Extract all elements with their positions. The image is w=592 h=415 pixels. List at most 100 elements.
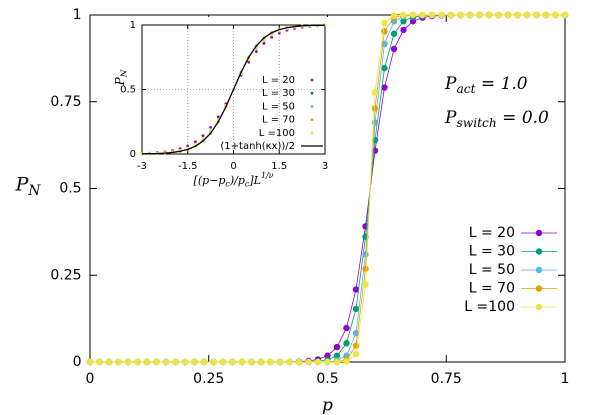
data-point — [362, 281, 369, 288]
plot-border — [141, 24, 326, 155]
data-point — [191, 358, 198, 366]
data-point — [447, 11, 455, 19]
y-tick-label: 0 — [73, 354, 82, 370]
data-point — [193, 140, 197, 144]
data-point — [343, 358, 350, 365]
legend-swatch — [535, 229, 543, 237]
data-point — [457, 11, 464, 19]
data-point — [115, 358, 122, 366]
x-tick-label: 0.5 — [316, 371, 338, 387]
data-point — [209, 126, 213, 129]
label-part: switch — [456, 116, 496, 130]
data-point — [247, 60, 251, 64]
data-point — [352, 286, 360, 293]
x-tick-label: 1.5 — [271, 161, 287, 172]
data-point — [428, 11, 436, 19]
data-point — [400, 11, 407, 19]
data-point — [124, 358, 132, 366]
data-point — [286, 358, 293, 366]
data-point — [523, 11, 531, 19]
data-point — [419, 11, 426, 19]
legend-swatch — [310, 91, 314, 95]
data-point — [352, 342, 360, 349]
data-point — [371, 89, 379, 96]
data-point — [143, 358, 151, 366]
data-point — [352, 350, 360, 358]
legend-swatch — [310, 105, 314, 108]
data-point — [409, 11, 417, 19]
label-part: c — [245, 179, 250, 188]
x-tick-label: -3 — [137, 161, 147, 172]
data-point — [229, 358, 236, 366]
y-tick-label: 0.5 — [59, 181, 81, 197]
x-tick-label: 3 — [322, 161, 328, 172]
legend-label: L = 30 — [469, 244, 515, 260]
label-part: P — [444, 108, 457, 128]
annotation: Pswitch = 0.0 — [444, 108, 549, 130]
data-point — [219, 358, 227, 366]
data-point — [134, 358, 141, 366]
data-point — [504, 11, 512, 19]
data-point — [248, 358, 255, 366]
data-point — [96, 358, 103, 366]
label-part: P — [444, 74, 457, 94]
data-point — [333, 343, 341, 351]
data-point — [210, 358, 217, 366]
legend-label: L = 30 — [262, 88, 295, 99]
x-tick-label: 0 — [230, 161, 236, 172]
data-point — [270, 35, 274, 39]
label-part: = 1.0 — [476, 74, 528, 94]
data-point — [371, 105, 379, 112]
data-point — [254, 50, 258, 53]
y-tick-label: 1 — [73, 7, 82, 23]
legend-swatch — [310, 118, 314, 121]
data-point — [305, 358, 312, 366]
data-point — [181, 358, 189, 366]
legend-swatch — [535, 266, 543, 274]
data-point — [400, 18, 407, 25]
annotation: Pact = 1.0 — [444, 74, 528, 96]
y-axis-label: PN — [113, 69, 130, 86]
data-point — [267, 358, 274, 366]
data-point — [257, 358, 265, 366]
label-part: act — [456, 82, 475, 96]
data-point — [86, 358, 94, 366]
y-tick-label: 0.5 — [120, 85, 136, 96]
data-point — [193, 142, 197, 146]
label-part: N — [27, 183, 41, 199]
legend-swatch — [535, 248, 543, 255]
legend-label: L =100 — [464, 299, 515, 315]
y-tick-label: 0.75 — [50, 94, 81, 110]
data-point — [371, 119, 379, 126]
data-point — [390, 12, 398, 19]
data-point — [495, 11, 502, 19]
data-point — [343, 340, 350, 347]
x-tick-label: -1.5 — [178, 161, 198, 172]
inset-background — [102, 17, 335, 194]
data-point — [314, 358, 322, 366]
data-point — [381, 28, 388, 35]
legend-swatch — [310, 131, 314, 135]
data-point — [186, 144, 190, 148]
y-axis-label: PN — [15, 174, 42, 199]
data-point — [333, 352, 341, 359]
data-point — [153, 358, 160, 366]
legend-label: L = 70 — [262, 115, 295, 126]
data-point — [561, 11, 569, 19]
data-point — [276, 358, 284, 366]
data-point — [381, 64, 388, 72]
data-point — [552, 11, 559, 19]
data-point — [362, 265, 369, 272]
legend-label: L = 50 — [469, 262, 515, 278]
legend-label: L = 20 — [469, 225, 515, 241]
label-part: N — [119, 69, 129, 78]
data-point — [400, 26, 407, 34]
label-part: P — [15, 174, 30, 196]
data-point — [324, 358, 331, 366]
data-point — [514, 11, 521, 19]
data-point — [333, 358, 341, 366]
x-tick-label: 0 — [86, 371, 95, 387]
y-tick-label: 1 — [130, 20, 136, 31]
x-axis-label: [(p−pc)/pc]L1/ν — [194, 171, 274, 188]
